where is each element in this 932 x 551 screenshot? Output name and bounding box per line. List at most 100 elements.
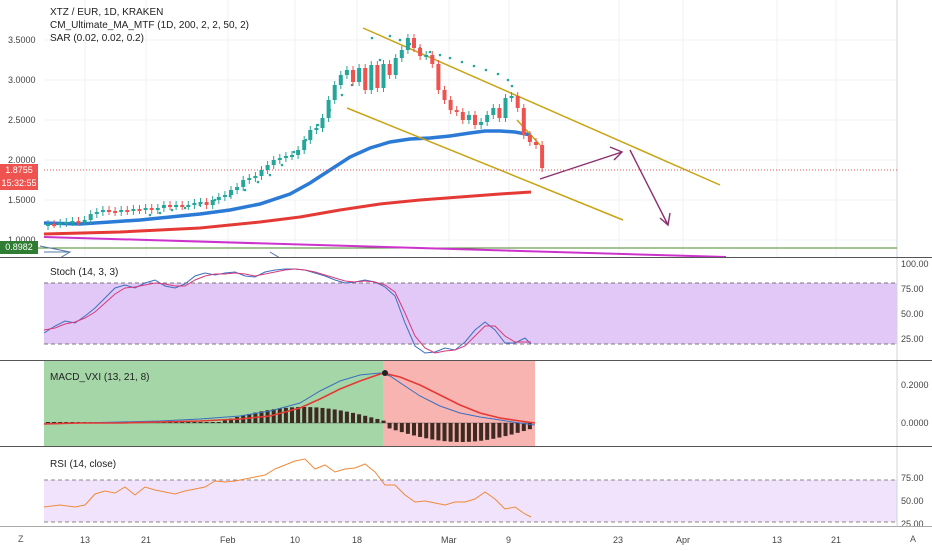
macd-bar <box>357 414 362 423</box>
price-panel[interactable]: 3.5000 3.0000 2.5000 2.0000 1.5000 1.000… <box>0 0 932 257</box>
macd-panel[interactable]: 0.2000 0.0000 MACD_VXI (13, 21, 8) <box>0 360 932 447</box>
macd-bar <box>418 423 423 437</box>
macd-title[interactable]: MACD_VXI (13, 21, 8) <box>50 372 150 383</box>
stoch-title[interactable]: Stoch (14, 3, 3) <box>50 267 119 278</box>
candles <box>46 34 545 230</box>
macd-bar <box>186 422 191 423</box>
candle-body <box>491 108 496 115</box>
candle-body <box>460 112 465 120</box>
signal-line <box>43 372 536 425</box>
indicator-ma-label[interactable]: CM_Ultimate_MA_MTF (1D, 200, 2, 2, 50, 2… <box>50 20 249 31</box>
stoch-panel[interactable]: 100.00 75.00 50.00 25.00 Stoch (14, 3, 3… <box>0 257 932 361</box>
time-tick: 13 <box>80 535 90 545</box>
macd-tick: 0.0000 <box>901 418 929 428</box>
candle-body <box>369 65 374 90</box>
macd-bull-zone <box>44 361 383 447</box>
rsi-title[interactable]: RSI (14, close) <box>50 459 117 470</box>
macd-bar <box>210 422 215 423</box>
price-tick: 1.5000 <box>8 195 36 205</box>
sar-dot <box>460 60 464 64</box>
candle-body <box>534 142 538 145</box>
macd-chart[interactable]: 0.2000 0.0000 <box>0 361 932 447</box>
macd-bar <box>399 423 404 433</box>
macd-bar <box>46 422 50 423</box>
support-price-tag: 0.8982 <box>0 241 38 254</box>
sar-dot <box>472 64 476 68</box>
candle-body <box>253 176 258 178</box>
candle-body <box>216 197 221 200</box>
symbol-title[interactable]: XTZ / EUR, 1D, KRAKEN <box>50 7 164 18</box>
candle-body <box>100 210 105 212</box>
macd-bar <box>58 422 63 423</box>
macd-bar <box>64 422 69 423</box>
channel-top <box>362 27 721 186</box>
macd-bar <box>180 422 185 423</box>
candle-body <box>399 50 404 58</box>
zoom-button[interactable]: Z <box>18 534 24 544</box>
indicator-sar-label[interactable]: SAR (0.02, 0.02, 0.2) <box>50 33 144 44</box>
macd-bar <box>521 423 526 432</box>
macd-bar <box>503 423 508 437</box>
blue-drawing <box>39 245 280 257</box>
macd-bar <box>369 417 374 423</box>
sar-dot <box>506 78 510 82</box>
rsi-panel[interactable]: 75.00 50.00 25.00 RSI (14, close) <box>0 446 932 527</box>
candle-body <box>259 170 264 176</box>
candle-body <box>436 64 441 90</box>
macd-bar <box>442 423 447 442</box>
macd-bar <box>198 422 203 423</box>
candle-body <box>58 223 63 225</box>
candle-body <box>277 158 282 160</box>
time-axis[interactable]: 13 21 Feb 10 18 Mar 9 23 Apr 13 21 Z A <box>0 526 932 551</box>
macd-bar <box>430 423 435 440</box>
candle-body <box>46 224 50 226</box>
macd-bar <box>302 407 307 423</box>
price-legend[interactable]: XTZ / EUR, 1D, KRAKEN CM_Ultimate_MA_MTF… <box>50 6 249 45</box>
candle-body <box>393 58 398 75</box>
rsi-chart[interactable]: 75.00 50.00 25.00 <box>0 447 932 527</box>
candle-body <box>375 65 380 88</box>
sar-dot <box>256 180 260 184</box>
sar-dot <box>484 68 488 72</box>
price-grid <box>44 0 897 257</box>
macd-bar <box>290 407 294 423</box>
sar-dot <box>496 72 500 76</box>
macd-bar <box>332 409 337 423</box>
time-tick: 23 <box>613 535 623 545</box>
sar-dot <box>370 36 374 40</box>
candle-body <box>521 108 526 135</box>
candle-body <box>119 210 124 212</box>
auto-scale-button[interactable]: A <box>910 534 917 544</box>
stoch-chart[interactable]: 100.00 75.00 50.00 25.00 <box>0 258 932 361</box>
sar-dot <box>340 93 344 97</box>
candle-body <box>283 156 288 158</box>
macd-bar <box>283 407 288 423</box>
candle-body <box>442 90 447 100</box>
sar-dot <box>280 163 284 167</box>
candle-body <box>381 64 386 88</box>
macd-cross-marker <box>382 370 388 376</box>
candle-body <box>473 115 477 125</box>
candle-body <box>131 209 136 211</box>
candle-body <box>192 203 197 205</box>
candle-body <box>503 98 508 118</box>
macd-bar <box>479 423 484 441</box>
price-chart[interactable]: 3.5000 3.0000 2.5000 2.0000 1.5000 1.000… <box>0 0 932 257</box>
time-tick: 10 <box>290 535 300 545</box>
projection-arrows <box>539 146 671 227</box>
sar-dot <box>183 206 187 210</box>
candle-body <box>265 165 270 170</box>
candle-body <box>107 210 111 212</box>
rsi-tick: 50.00 <box>901 496 924 506</box>
candle-body <box>143 208 148 210</box>
candle-body <box>314 128 319 130</box>
macd-bar <box>308 407 313 423</box>
macd-bar <box>204 422 209 423</box>
candle-body <box>387 64 392 75</box>
candle-body <box>363 68 368 90</box>
time-tick: Mar <box>441 535 457 545</box>
sar-dot <box>378 58 382 62</box>
last-price-tag: 1.8755 <box>0 164 38 177</box>
time-tick: Apr <box>676 535 690 545</box>
candle-body <box>290 155 294 157</box>
